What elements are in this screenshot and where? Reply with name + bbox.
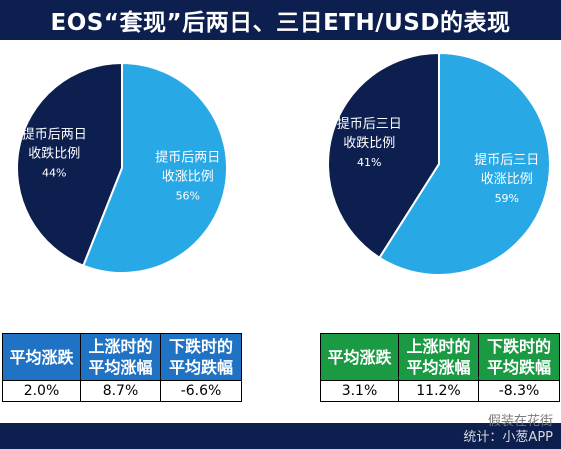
watermark: 假装在花街 统计：小葱APP <box>463 414 553 446</box>
header-avg-change: 平均涨跌 <box>320 333 399 381</box>
slice-percent-label: 59% <box>495 192 519 205</box>
slice-label: 收跌比例 <box>343 135 395 151</box>
header-avg-rise: 上涨时的 平均涨幅 <box>80 333 161 381</box>
value-avg-rise: 11.2% <box>398 380 479 402</box>
pie-slice-rise <box>378 51 551 276</box>
header-avg-change: 平均涨跌 <box>2 333 81 381</box>
slice-label: 收跌比例 <box>28 146 80 162</box>
value-avg-change: 3.1% <box>320 380 399 402</box>
pie-slice-rise <box>82 61 228 274</box>
value-avg-fall: -8.3% <box>478 380 560 402</box>
slice-percent-label: 44% <box>42 167 66 180</box>
watermark-source: 假装在花街 <box>487 414 553 429</box>
slice-label: 提币后三日 <box>474 152 539 168</box>
slice-label: 提币后两日 <box>155 149 220 165</box>
header-avg-fall: 下跌时的 平均跌幅 <box>160 333 242 381</box>
slice-label: 收涨比例 <box>481 172 533 187</box>
value-avg-fall: -6.6% <box>160 380 242 402</box>
slice-percent-label: 56% <box>176 189 200 202</box>
slice-label: 提币后两日 <box>22 127 87 143</box>
value-avg-rise: 8.7% <box>80 380 161 402</box>
header-avg-rise: 上涨时的 平均涨幅 <box>398 333 479 381</box>
value-avg-change: 2.0% <box>2 380 81 402</box>
footer-bar <box>0 423 561 449</box>
slice-label: 收涨比例 <box>162 169 214 184</box>
stats-table-three-day: 平均涨跌 上涨时的 平均涨幅 下跌时的 平均跌幅 3.1% 11.2% -8.3% <box>320 333 560 402</box>
watermark-credit: 统计：小葱APP <box>463 430 553 445</box>
pie-slice-fall <box>16 61 123 267</box>
stats-table-two-day: 平均涨跌 上涨时的 平均涨幅 下跌时的 平均跌幅 2.0% 8.7% -6.6% <box>2 333 242 402</box>
header-avg-fall: 下跌时的 平均跌幅 <box>478 333 560 381</box>
slice-percent-label: 41% <box>357 156 381 169</box>
chart-title: EOS“套现”后两日、三日ETH/USD的表现 <box>0 0 561 40</box>
slice-label: 提币后三日 <box>337 116 402 132</box>
